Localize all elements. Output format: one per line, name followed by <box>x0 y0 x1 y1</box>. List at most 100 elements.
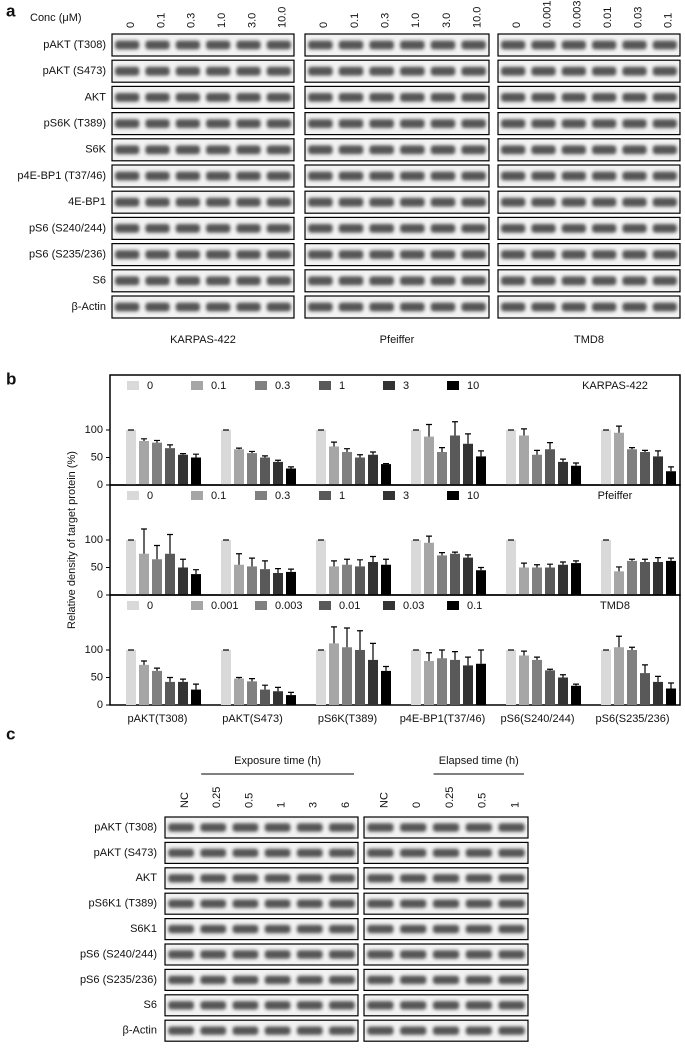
bar <box>506 430 516 485</box>
error-bar <box>154 667 160 671</box>
row-label: S6K <box>85 144 106 156</box>
blot-frame <box>497 295 681 319</box>
band <box>652 145 677 155</box>
band <box>400 950 427 959</box>
band <box>168 823 194 832</box>
band <box>461 40 486 50</box>
band <box>232 950 259 959</box>
band <box>206 40 231 50</box>
legend-label: 10 <box>467 380 479 392</box>
row-label: S6K1 <box>130 923 157 935</box>
bar <box>614 647 624 705</box>
error-bar <box>668 682 674 689</box>
band <box>501 119 526 128</box>
lane-label: 6 <box>340 802 352 808</box>
band <box>329 924 355 934</box>
bar <box>532 454 542 485</box>
band <box>266 40 291 50</box>
band <box>400 197 425 207</box>
bar <box>653 562 663 595</box>
bar <box>640 562 650 595</box>
band <box>206 119 231 128</box>
band <box>465 848 492 858</box>
band <box>200 899 227 908</box>
band <box>430 197 456 207</box>
band <box>652 119 677 128</box>
band <box>367 975 394 985</box>
band <box>432 1001 460 1010</box>
band <box>168 848 194 858</box>
band <box>115 40 140 50</box>
blot-frame <box>111 164 295 188</box>
band <box>561 224 586 233</box>
band <box>622 145 647 155</box>
blot-frame <box>497 269 681 293</box>
band <box>432 848 460 858</box>
band <box>266 66 291 76</box>
band <box>622 66 647 76</box>
band <box>115 276 140 286</box>
band <box>400 1026 427 1035</box>
bar <box>191 689 201 705</box>
bar <box>627 650 637 705</box>
band <box>264 1001 291 1010</box>
band <box>115 224 140 233</box>
bar <box>519 435 529 485</box>
legend-label: 0.3 <box>275 490 290 502</box>
band <box>329 874 355 883</box>
error-bar <box>193 569 199 575</box>
band <box>175 276 200 286</box>
band <box>367 1026 394 1035</box>
band <box>329 823 355 832</box>
bar <box>519 655 529 705</box>
band <box>329 1026 355 1035</box>
bar <box>329 566 339 595</box>
legend-label: 0.03 <box>403 600 424 612</box>
row-label: pAKT (T308) <box>43 39 106 51</box>
panel-label: c <box>6 724 15 743</box>
error-bar <box>262 560 268 570</box>
bar <box>437 555 447 595</box>
blot-frame <box>164 994 359 1017</box>
blot-frame <box>111 216 295 240</box>
bar <box>437 658 447 705</box>
band <box>369 250 394 259</box>
blot-frame <box>304 85 490 110</box>
band <box>200 924 227 934</box>
band <box>264 950 291 959</box>
lane-label: 0.1 <box>155 13 167 28</box>
error-bar <box>465 433 471 444</box>
error-bar <box>141 438 147 441</box>
error-bar <box>236 447 242 450</box>
legend-swatch <box>447 601 459 610</box>
error-bar <box>655 557 661 562</box>
legend-label: 0.001 <box>211 600 239 612</box>
legend-label: 0.01 <box>339 600 360 612</box>
blot-frame <box>497 111 681 136</box>
blot-frame <box>497 190 681 214</box>
band <box>531 171 556 181</box>
error-bar <box>370 555 376 562</box>
band <box>367 1001 394 1010</box>
band <box>308 302 333 312</box>
band <box>652 197 677 207</box>
error-bar <box>439 649 445 659</box>
band <box>461 224 486 233</box>
band <box>236 93 261 102</box>
band <box>115 302 140 312</box>
y-tick-label: 50 <box>91 451 103 463</box>
bar <box>437 452 447 485</box>
blot-frame <box>164 968 359 992</box>
band <box>264 823 291 832</box>
band <box>175 250 200 259</box>
error-bar <box>521 428 527 436</box>
bar <box>234 678 244 705</box>
bar <box>411 540 421 595</box>
blot-frame <box>164 1019 359 1042</box>
legend-swatch <box>255 491 267 500</box>
bar <box>247 566 257 595</box>
band <box>145 250 170 259</box>
bar <box>476 456 486 485</box>
error-bar <box>331 560 337 567</box>
band <box>400 276 425 286</box>
